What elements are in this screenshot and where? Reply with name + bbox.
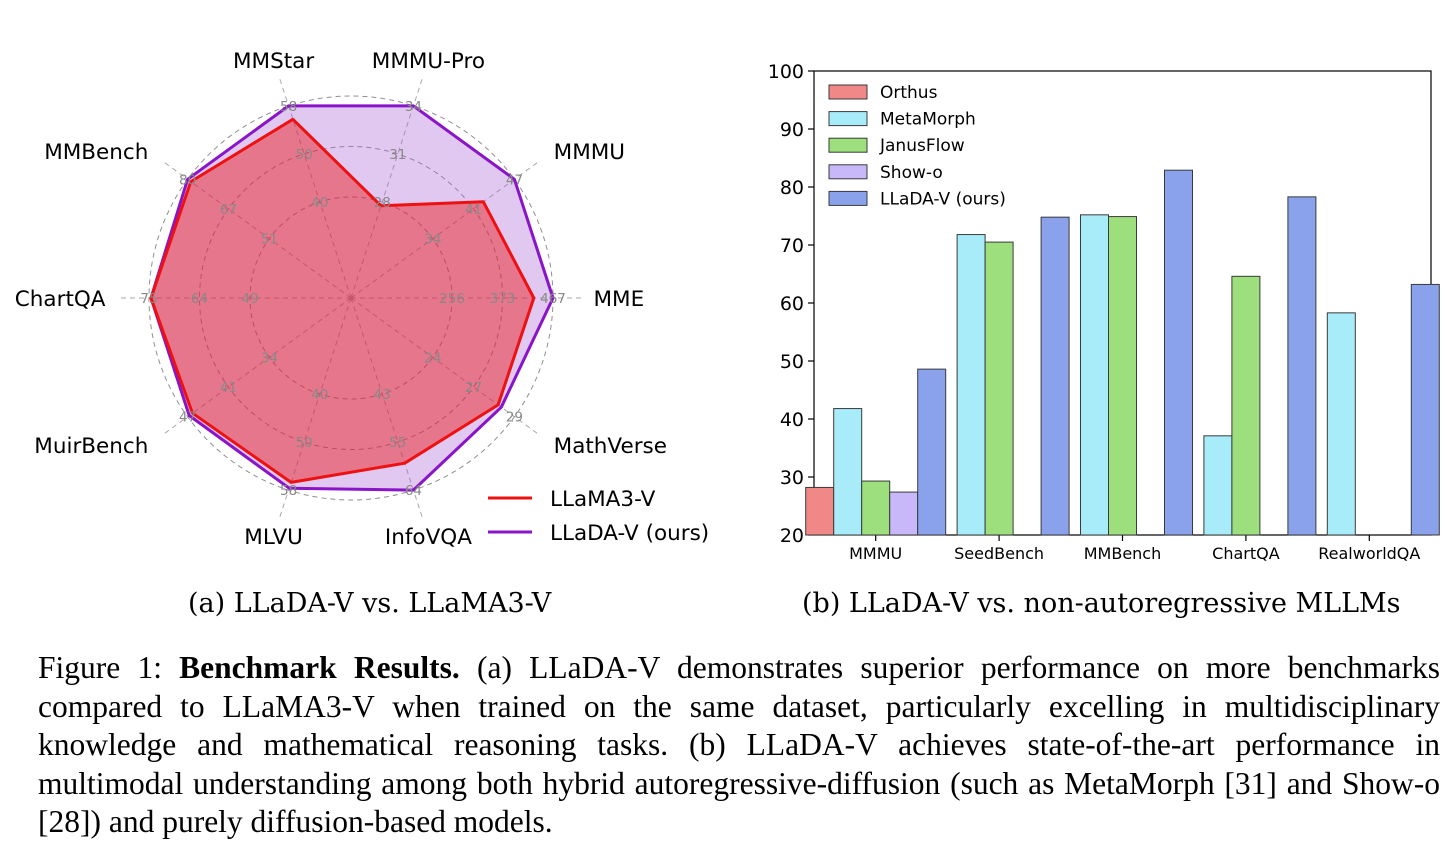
legend-swatch (828, 190, 868, 206)
radar-tick-label: 51 (261, 232, 278, 248)
radar-axis-label: MMMU-Pro (372, 49, 485, 74)
radar-tick-label: 27 (465, 380, 482, 396)
x-tick-label: MMBench (1084, 544, 1162, 563)
radar-tick-label: 58 (280, 483, 297, 499)
radar-tick-label: 40 (311, 387, 328, 403)
figure-caption: Figure 1: Benchmark Results. (a) LLaDA-V… (38, 649, 1440, 842)
radar-tick-label: 50 (296, 435, 313, 451)
legend-label: LLaDA-V (ours) (550, 521, 709, 546)
bar (805, 486, 835, 536)
radar-series-llama3-v (149, 117, 536, 484)
radar-axis-label: MuirBench (34, 434, 148, 459)
bar (956, 234, 986, 536)
bar (1108, 216, 1137, 536)
radar-tick-label: 64 (405, 483, 422, 499)
y-tick-label: 30 (780, 467, 804, 489)
bar-chart: 20 30 40 50 60 70 80 90 100 MMMU SeedBench MMBench C… (768, 61, 1440, 563)
x-tick-label: ChartQA (1212, 544, 1280, 563)
radar-spoke (162, 297, 352, 435)
radar-tick-label: 58 (280, 99, 297, 115)
radar-axis-label: MathVerse (554, 434, 667, 459)
radar-axis-label: MMMU (554, 140, 625, 165)
radar-tick-label: 43 (374, 387, 391, 403)
radar-tick-label: 47 (506, 172, 523, 188)
figure-prefix: Figure 1: (38, 650, 162, 685)
bar (917, 368, 947, 536)
bar (1040, 216, 1070, 536)
legend-label: Orthus (880, 83, 938, 103)
bar (1231, 275, 1261, 536)
radar-chart: 256 373 467 34 41 47 28 31 34 40 50 58 51 67 80 49 64 75 3… (15, 49, 709, 550)
radar-tick-label: 29 (506, 410, 523, 426)
radar-axis-label: MMBench (44, 140, 148, 165)
x-tick-label: SeedBench (954, 544, 1044, 563)
radar-grid-circle (199, 146, 503, 450)
y-tick-label: 100 (768, 61, 804, 83)
y-tick-label: 50 (780, 351, 804, 373)
radar-spoke (278, 76, 352, 299)
bar (833, 408, 863, 536)
bar (889, 491, 919, 536)
legend-label: JanusFlow (879, 136, 965, 156)
radar-tick-label: 34 (405, 99, 422, 115)
radar-tick-label: 67 (220, 202, 237, 218)
legend-swatch (828, 164, 868, 180)
radar-axis-label: InfoVQA (385, 525, 472, 550)
legend-label: LLaDA-V (ours) (880, 189, 1006, 209)
radar-axis-label: MMStar (233, 49, 314, 74)
y-tick-label: 40 (780, 409, 804, 431)
legend-label: Show-o (880, 163, 943, 183)
radar-tick-label: 64 (191, 291, 208, 307)
radar-spoke (350, 76, 424, 299)
radar-spoke (350, 161, 540, 299)
radar-axis-label: MME (593, 287, 644, 312)
radar-tick-label: 55 (389, 435, 406, 451)
legend-swatch (828, 84, 868, 100)
y-tick-label: 70 (780, 235, 804, 257)
radar-tick-label: 28 (374, 195, 391, 211)
bar (1326, 312, 1356, 536)
radar-tick-label: 49 (241, 291, 258, 307)
x-tick-label: MMMU (849, 544, 902, 563)
radar-tick-label: 24 (424, 350, 441, 366)
radar-tick-label: 256 (439, 291, 465, 307)
radar-tick-label: 40 (311, 195, 328, 211)
bar (1287, 196, 1317, 536)
radar-tick-label: 80 (179, 172, 196, 188)
bar (861, 480, 891, 536)
y-tick-label: 20 (780, 525, 804, 547)
radar-spoke (162, 161, 352, 299)
bar (1164, 169, 1193, 536)
legend-swatch (828, 111, 868, 127)
radar-tick-label: 373 (490, 291, 516, 307)
bar (984, 241, 1014, 536)
radar-tick-label: 41 (465, 202, 482, 218)
figure-text: (a) LLaDA-V demonstrates superior perfor… (38, 650, 1441, 839)
radar-tick-label: 47 (179, 410, 196, 426)
legend-swatch (828, 137, 868, 153)
radar-axis-label: MLVU (244, 525, 303, 550)
figure-bold-title: Benchmark Results. (179, 650, 460, 685)
x-tick-label: RealworldQA (1318, 544, 1420, 563)
bar (1080, 214, 1109, 536)
radar-tick-label: 41 (220, 380, 237, 396)
radar-tick-label: 50 (296, 147, 313, 163)
legend-label: LLaMA3-V (550, 487, 656, 512)
caption-a: (a) LLaDA-V vs. LLaMA3-V (188, 588, 552, 619)
radar-tick-label: 31 (389, 147, 406, 163)
radar-tick-label: 34 (261, 350, 278, 366)
radar-tick-label: 75 (140, 291, 157, 307)
bar (1203, 435, 1233, 536)
y-tick-label: 90 (780, 119, 804, 141)
y-tick-label: 60 (780, 293, 804, 315)
radar-axis-label: ChartQA (15, 287, 106, 312)
caption-b: (b) LLaDA-V vs. non-autoregressive MLLMs (802, 588, 1401, 619)
radar-tick-label: 34 (424, 232, 441, 248)
radar-tick-label: 467 (540, 291, 566, 307)
radar-spoke (350, 297, 424, 520)
radar-spoke (350, 297, 540, 435)
y-tick-label: 80 (780, 177, 804, 199)
bar (1410, 283, 1440, 536)
legend-label: MetaMorph (880, 110, 976, 130)
